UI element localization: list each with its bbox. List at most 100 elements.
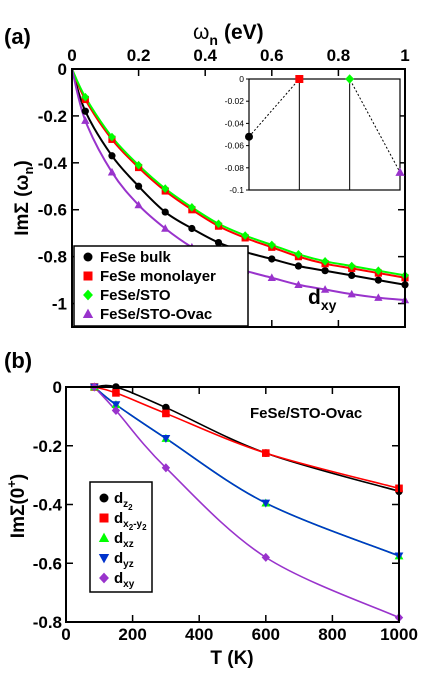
panel-a-xtick-label: 1: [400, 46, 409, 65]
panel-a-point: [108, 152, 116, 160]
panel-a-legend-marker: [83, 271, 93, 281]
panel-b-ytick-label: -0.2: [33, 437, 62, 456]
panel-b-ylabel-close: ): [8, 474, 29, 480]
panel-b-legend-marker: [99, 493, 109, 503]
panel-a-ytick-label: -1: [52, 295, 67, 314]
panel-a-point: [81, 92, 90, 102]
panel-b-label: (b): [4, 348, 32, 373]
panel-a-ylabel-close: ): [12, 160, 33, 166]
inset-connector: [248, 78, 401, 173]
inset-point: [295, 75, 304, 83]
panel-a-ytick-label: -0.6: [38, 201, 67, 220]
legend-sup2: 2: [142, 523, 147, 532]
panel-a-legend-marker: [82, 308, 94, 319]
panel-b-point: [162, 403, 170, 412]
panel-b-title: FeSe/STO-Ovac: [250, 405, 362, 422]
inset-point: [395, 167, 405, 176]
panel-b-ytick-label: -0.4: [33, 496, 63, 515]
panel-a-point: [348, 271, 356, 279]
inset-ytick-label: -0.04: [225, 118, 245, 128]
panel-b-ytick-label: -0.6: [33, 554, 62, 573]
legend-name: d: [114, 570, 123, 587]
panel-a-xlabel-sub: n: [209, 32, 218, 48]
panel-b-ytick-label: -0.8: [33, 613, 62, 632]
panel-b-legend-label: dyz: [114, 550, 134, 570]
inset-point: [345, 74, 355, 84]
panel-a-ticks: 0 0.2 0.4 0.6 0.8 1 0 -0.2 -0.4 -0.6 -0.8 -1: [38, 46, 410, 327]
panel-b-legend-marker: [98, 553, 110, 564]
panel-a-ytick-label: -0.2: [38, 107, 67, 126]
legend-sub: xz: [123, 539, 134, 550]
panel-a-inset: 0 -0.02 -0.04 -0.06 -0.08 -0.1: [225, 74, 405, 195]
panel-a-point: [374, 266, 383, 276]
inset-ytick-label: 0: [239, 74, 244, 84]
legend-sup-in-sub: 2: [129, 523, 134, 532]
panel-b-ylabel-sup: +: [4, 480, 19, 488]
panel-b-xtick-label: 400: [185, 625, 213, 644]
legend-sub: yz: [123, 559, 134, 570]
panel-a-xtick-label: 0.6: [260, 46, 284, 65]
panel-a-label: (a): [4, 24, 31, 49]
panel-a-point: [81, 107, 89, 115]
panel-a-point: [374, 293, 383, 301]
inset-point: [245, 132, 253, 141]
panel-a-point: [294, 280, 303, 289]
panel-a-ytick-label: 0: [58, 60, 67, 79]
panel-b-point: [112, 389, 120, 397]
panel-a-annotation-main: d: [308, 286, 321, 309]
panel-b-legend-marker: [98, 532, 110, 543]
panel-a-point: [188, 224, 196, 233]
panel-b-ytick-label: 0: [53, 378, 62, 397]
panel-b-series-line: [94, 386, 400, 490]
panel-a-xtick-label: 0.4: [193, 46, 217, 65]
inset-ytick-label: -0.06: [225, 141, 245, 151]
legend-sub2: -y: [133, 519, 142, 530]
panel-a-legend-marker: [83, 289, 93, 301]
inset-ytick-label: -0.1: [229, 185, 244, 195]
panel-a-legend-label: FeSe bulk: [100, 249, 172, 266]
panel-b-xtick-label: 0: [61, 625, 70, 644]
panel-b-legend-marker: [99, 572, 109, 584]
panel-a-point: [161, 224, 170, 232]
panel-a-frame: [71, 68, 406, 328]
panel-a-point: [347, 261, 356, 271]
panel-b-xtick-label: 1000: [380, 625, 418, 644]
panel-b-point: [111, 405, 121, 416]
panel-b-legend-label: dxy: [114, 570, 135, 590]
panel-b-xtick-label: 800: [318, 625, 346, 644]
panel-a-xtick-label: 0.2: [127, 46, 151, 65]
panel-a-xlabel: ωn (eV): [193, 21, 264, 48]
panel-a-point: [294, 249, 303, 259]
panel-a-legend-marker: [83, 252, 93, 262]
legend-name: d: [114, 550, 123, 567]
panel-a-ylabel-sub: n: [21, 167, 36, 175]
panel-a-point: [321, 257, 330, 266]
panel-b-point: [261, 499, 271, 508]
legend-name: d: [114, 530, 123, 547]
panel-a-ylabel: ImΣ (ωn): [12, 160, 36, 236]
panel-b-legend-label: dz2: [114, 490, 133, 512]
legend-sub: xy: [123, 579, 135, 590]
panel-b-series-line: [93, 386, 400, 557]
legend-sub: x: [123, 519, 129, 530]
panel-b-xtick-label: 600: [252, 625, 280, 644]
panel-a-point: [108, 132, 116, 142]
inset-ytick-label: -0.02: [225, 96, 245, 106]
panel-a-point: [320, 285, 330, 293]
inset-frame: [248, 78, 401, 191]
panel-a-point: [267, 273, 276, 281]
panel-b-legend-label: dxz: [114, 530, 134, 550]
panel-b-point: [262, 449, 270, 457]
panel-b: (b) ImΣ(0+) T (K) FeSe/STO-Ovac 0 200 400 6…: [4, 348, 418, 669]
panel-a-xtick-label: 0: [67, 46, 76, 65]
panel-b-legend-label: dx2-y2: [114, 510, 147, 532]
panel-a-xlabel-unit: (eV): [224, 21, 264, 44]
panel-b-point: [111, 401, 121, 410]
panel-a-legend-label: FeSe/STO-Ovac: [100, 306, 212, 323]
panel-a-legend: FeSe bulk FeSe monolayer FeSe/STO FeSe/STO-…: [73, 245, 249, 327]
panel-a-annotation: dxy: [308, 286, 337, 313]
legend-sub: z: [123, 499, 128, 510]
panel-b-point: [161, 434, 171, 443]
